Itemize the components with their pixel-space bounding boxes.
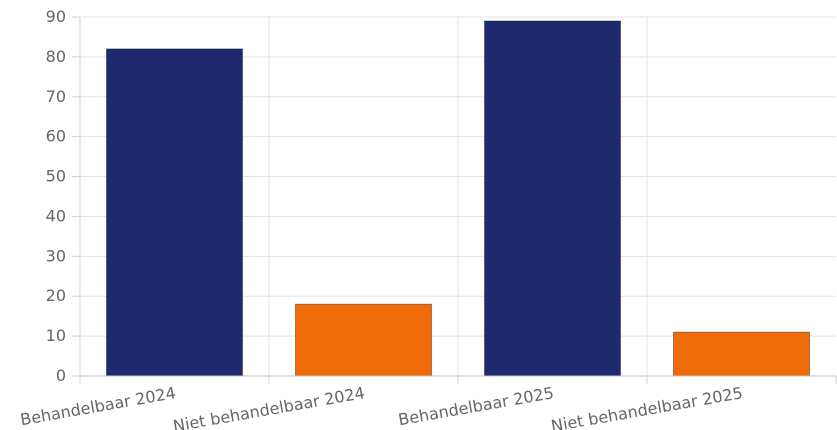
bar-3 xyxy=(672,331,811,377)
x-tick-label: Behandelbaar 2024 xyxy=(19,383,177,429)
y-tick-label: 90 xyxy=(46,7,66,26)
bar-0 xyxy=(105,48,244,377)
y-tick-label: 20 xyxy=(46,286,66,305)
y-tick-label: 60 xyxy=(46,127,66,146)
y-tick-label: 70 xyxy=(46,87,66,106)
y-tick-label: 80 xyxy=(46,47,66,66)
x-tick-label: Niet behandelbaar 2025 xyxy=(550,383,745,430)
y-axis-ticks: 0 10 20 30 40 50 60 70 80 90 xyxy=(46,7,80,385)
y-tick-label: 0 xyxy=(56,366,66,385)
y-tick-label: 30 xyxy=(46,246,66,265)
x-tick-label: Niet behandelbaar 2024 xyxy=(172,383,367,430)
y-tick-label: 50 xyxy=(46,167,66,186)
bar-1 xyxy=(294,303,433,377)
y-tick-label: 10 xyxy=(46,326,66,345)
bar-2 xyxy=(483,20,622,377)
y-tick-label: 40 xyxy=(46,206,66,225)
x-tick-label: Behandelbaar 2025 xyxy=(397,383,555,429)
bars xyxy=(105,20,811,377)
